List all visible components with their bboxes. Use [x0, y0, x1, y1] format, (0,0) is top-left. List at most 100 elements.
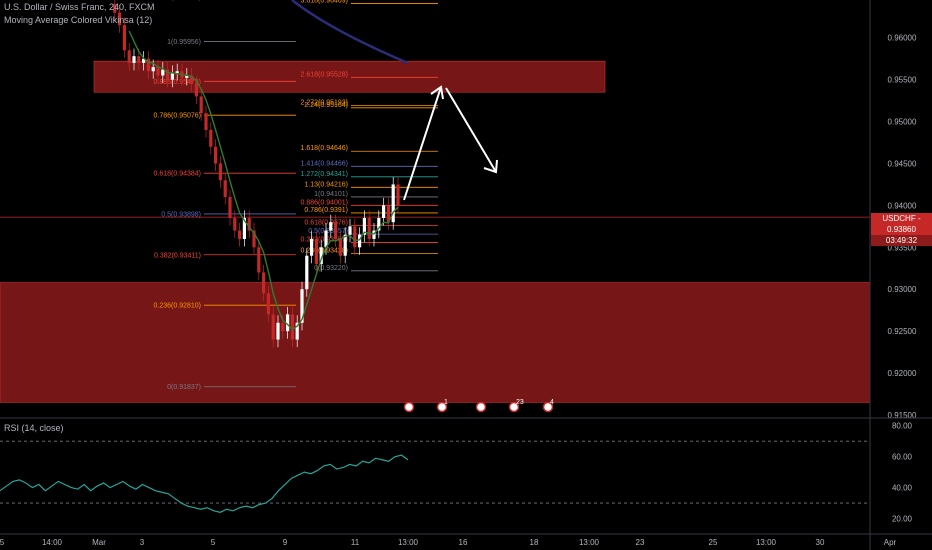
fib2-label-4: 1.618(0.94646) — [301, 145, 348, 152]
candle-body-36 — [281, 322, 285, 332]
candle-body-19 — [199, 96, 203, 114]
candle-body-38 — [290, 314, 294, 340]
fib1-label-3: 0.786(0.95076) — [154, 113, 201, 120]
price-badge-countdown: 03:49:32 — [871, 235, 932, 246]
candle-body-8 — [146, 58, 150, 72]
candle-body-22 — [214, 146, 218, 164]
time-tick-6: 11 — [351, 538, 360, 547]
candle-body-28 — [242, 217, 246, 239]
event-marker-0 — [403, 401, 415, 413]
fib1-label-5: 0.5(0.93898) — [161, 211, 201, 218]
candle-body-39 — [295, 322, 299, 340]
price-badge-value: USDCHF - 0.93860 — [871, 213, 932, 235]
candle-body-59 — [391, 184, 395, 223]
candle-body-45 — [324, 230, 328, 248]
price-tick-2: 0.95000 — [888, 118, 917, 127]
candle-body-53 — [362, 217, 366, 235]
candle-body-10 — [156, 67, 160, 76]
candle-body-16 — [185, 75, 189, 78]
candle-body-41 — [305, 255, 309, 290]
fib1-label-2: 0.886(0.95479) — [154, 79, 201, 86]
time-tick-12: 25 — [709, 538, 718, 547]
fib2-label-2: 2.272(0.95193) — [301, 99, 348, 106]
candle-body-9 — [151, 67, 155, 72]
fib2-label-15: 0(0.93220) — [314, 265, 348, 272]
arrow-up-head — [430, 85, 444, 100]
indicator-title: Moving Average Colored Vikinsa (12) — [4, 15, 153, 25]
zone-1 — [0, 282, 871, 403]
event-label-4: 4 — [550, 399, 554, 406]
price-tick-0: 0.96000 — [888, 34, 917, 43]
rsi-title: RSI (14, close) — [4, 423, 64, 433]
fib2-label-6: 1.272(0.94341) — [301, 171, 348, 178]
candle-body-40 — [300, 289, 304, 323]
candle-body-51 — [353, 226, 357, 248]
candle-body-21 — [209, 129, 213, 147]
candle-body-6 — [137, 56, 141, 63]
time-tick-5: 9 — [283, 538, 288, 547]
fib2-label-13: 0.382(0.93557) — [301, 237, 348, 244]
candle-body-3 — [122, 25, 126, 51]
candle-body-17 — [190, 75, 194, 84]
price-tick-8: 0.92000 — [888, 369, 917, 378]
arrow-down-head — [483, 159, 498, 174]
arrow-up-line — [403, 86, 442, 201]
time-tick-10: 13:00 — [579, 538, 600, 547]
price-badge-symbol: USDCHF — [882, 214, 916, 223]
rsi-tick-1: 60.00 — [892, 453, 913, 462]
fib2-label-3: 2.24(0.95164) — [304, 102, 348, 109]
time-tick-15: Apr — [884, 538, 897, 547]
candle-body-58 — [386, 205, 390, 223]
price-tick-1: 0.95500 — [888, 76, 917, 85]
time-tick-9: 18 — [530, 538, 539, 547]
candle-body-5 — [132, 56, 136, 63]
candle-body-20 — [204, 113, 208, 130]
candle-body-57 — [382, 205, 386, 218]
candle-body-25 — [228, 197, 232, 218]
event-label-1: 1 — [444, 399, 448, 406]
ma-colored-line — [128, 30, 399, 331]
candle-body-1 — [113, 4, 117, 13]
candle-body-12 — [166, 69, 170, 80]
candle-body-24 — [223, 180, 227, 198]
rsi-tick-3: 20.00 — [892, 515, 913, 524]
fib1-label-1: 1(0.95956) — [167, 39, 201, 46]
price-tick-3: 0.94500 — [888, 159, 917, 168]
fib2-label-1: 2.618(0.95528) — [301, 71, 348, 78]
candle-body-32 — [262, 272, 266, 294]
fib2-label-12: 0.5(0.93657) — [308, 228, 348, 235]
candle-body-37 — [286, 314, 290, 332]
candle-body-29 — [247, 217, 251, 231]
candle-body-34 — [271, 314, 275, 340]
event-marker-3 — [508, 401, 520, 413]
zone-0 — [93, 60, 606, 93]
time-tick-11: 23 — [636, 538, 645, 547]
price-tick-7: 0.92500 — [888, 327, 917, 336]
fib2-label-5: 1.414(0.94466) — [301, 160, 348, 167]
fib1-label-4: 0.618(0.94384) — [154, 171, 201, 178]
candle-body-31 — [257, 247, 261, 273]
fib2-label-7: 1.13(0.94216) — [304, 181, 348, 188]
candle-body-56 — [377, 217, 381, 231]
time-tick-13: 13:00 — [756, 538, 777, 547]
candle-body-4 — [127, 50, 131, 63]
event-marker-1 — [436, 401, 448, 413]
candle-body-54 — [367, 217, 371, 239]
time-tick-7: 13:00 — [398, 538, 419, 547]
candle-body-27 — [238, 230, 242, 239]
fib1-label-0: 1.13(0.96494) — [157, 0, 201, 1]
price-tick-6: 0.93000 — [888, 285, 917, 294]
fib2-label-10: 0.786(0.9391) — [304, 207, 348, 214]
event-label-3: 23 — [516, 399, 524, 406]
candle-body-52 — [358, 234, 362, 248]
candle-body-14 — [175, 71, 179, 73]
candle-body-55 — [372, 230, 376, 239]
candle-body-47 — [334, 222, 338, 239]
time-tick-3: 3 — [140, 538, 145, 547]
time-tick-1: 14:00 — [42, 538, 63, 547]
fib1-label-6: 0.382(0.93411) — [154, 252, 201, 259]
time-tick-8: 16 — [459, 538, 468, 547]
candle-body-13 — [170, 72, 174, 80]
candle-body-23 — [218, 163, 222, 181]
